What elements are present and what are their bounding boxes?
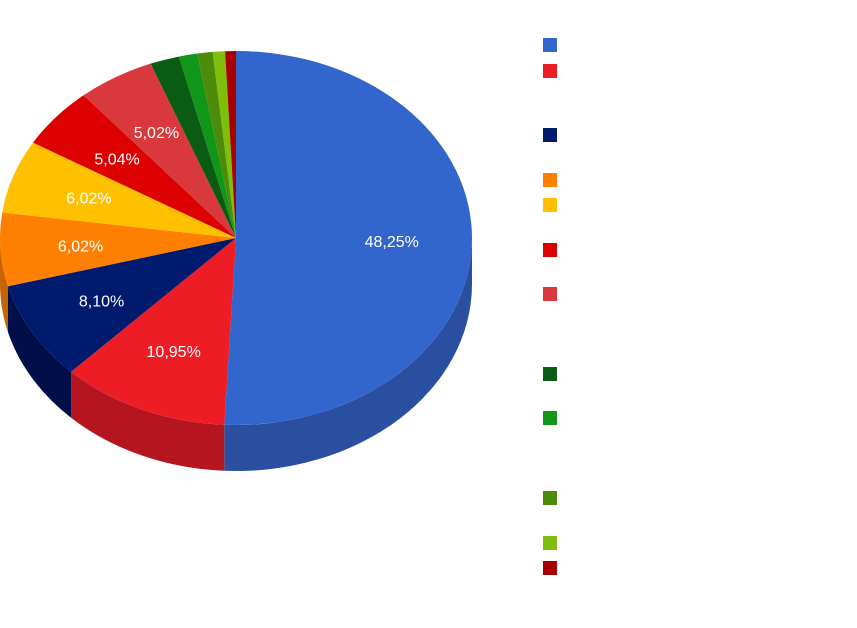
legend-swatch-6: [543, 243, 557, 257]
legend-swatch-3: [543, 128, 557, 142]
slice-label-4: 6,02%: [58, 239, 103, 256]
legend-swatch-10: [543, 491, 557, 505]
slice-label-7: 5,02%: [134, 125, 179, 142]
pie-labels: 48,25% 10,95% 8,10% 6,02% 6,02% 5,04% 5,02%: [58, 125, 419, 361]
legend-swatch-1: [543, 38, 557, 52]
pie-side-3: [8, 286, 72, 418]
pie-slice-6: [32, 95, 237, 238]
pie-slice-9: [178, 53, 236, 238]
pie-slice-7: [83, 63, 236, 238]
pie-slice-4: [0, 212, 236, 287]
legend-swatch-4: [543, 173, 557, 187]
pie-side-1: [224, 238, 472, 471]
pie-side-4: [0, 238, 9, 333]
pie-sides: [0, 238, 472, 471]
pie-side-2: [71, 371, 225, 471]
slice-label-3: 8,10%: [79, 293, 124, 310]
slice-label-6: 5,04%: [94, 151, 139, 168]
pie-slice-8: [150, 56, 236, 238]
legend-swatch-11: [543, 536, 557, 550]
legend-swatch-7: [543, 287, 557, 301]
slice-label-2: 10,95%: [147, 344, 201, 361]
pie-tops: [0, 51, 472, 425]
slice-label-1: 48,25%: [365, 234, 419, 251]
legend-swatch-5: [543, 198, 557, 212]
pie-slice-1: [224, 51, 472, 425]
legend-swatch-2: [543, 64, 557, 78]
pie-slice-11: [212, 51, 236, 238]
legend-swatch-12: [543, 561, 557, 575]
pie-slice-5: [2, 142, 236, 238]
legend-swatch-9: [543, 411, 557, 425]
legend-swatch-8: [543, 367, 557, 381]
pie-slice-3: [8, 238, 237, 372]
pie-slice-2: [71, 238, 236, 425]
slice-label-5: 6,02%: [66, 190, 111, 207]
legend: [543, 38, 557, 575]
pie-slice-10: [197, 51, 236, 239]
pie-slice-12: [225, 51, 236, 238]
